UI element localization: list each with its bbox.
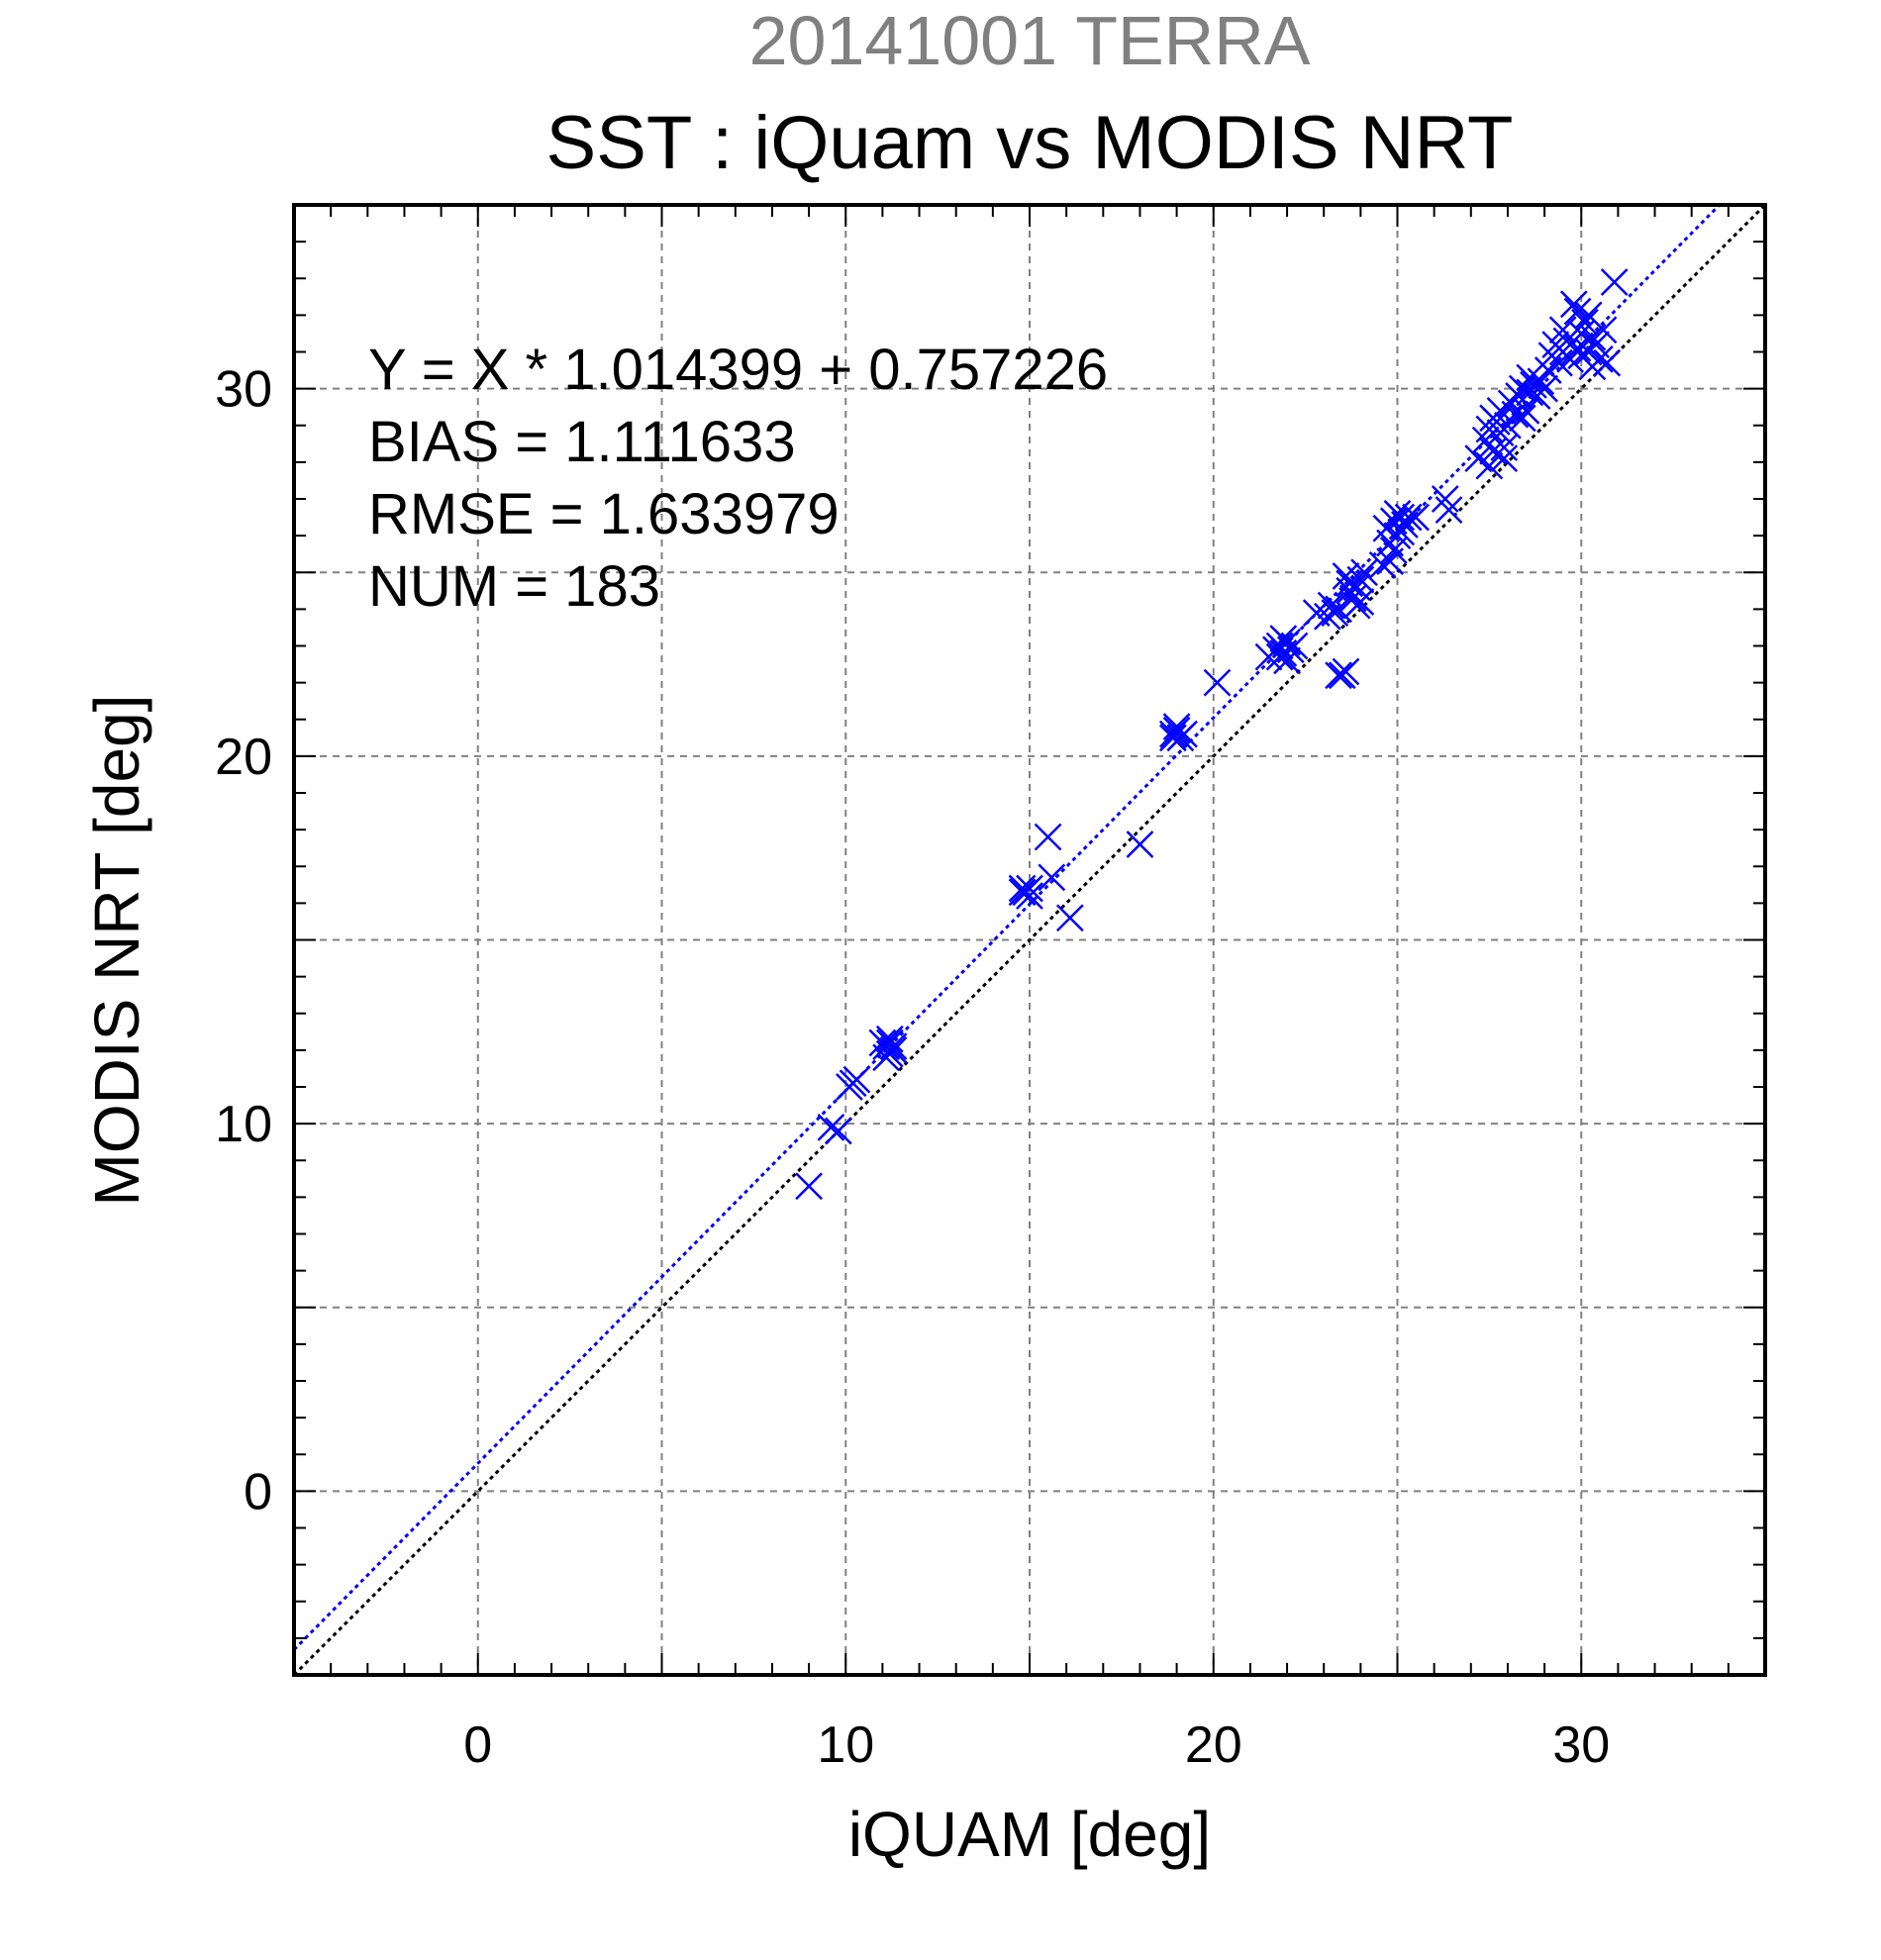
data-point bbox=[817, 1113, 845, 1141]
data-point bbox=[1162, 713, 1191, 741]
data-point bbox=[1435, 496, 1463, 525]
data-point bbox=[1350, 558, 1378, 587]
data-point bbox=[868, 1029, 897, 1057]
data-point bbox=[1325, 595, 1352, 624]
data-point bbox=[1563, 334, 1592, 362]
data-point bbox=[1508, 404, 1536, 433]
stats-bias: BIAS = 1.111633 bbox=[368, 410, 796, 474]
data-point bbox=[1159, 724, 1187, 752]
tick-labels: 0 10 20 30 0 10 20 30 bbox=[215, 361, 1610, 1774]
data-point bbox=[879, 1032, 908, 1061]
data-point bbox=[1317, 591, 1345, 620]
data-point bbox=[824, 1117, 852, 1145]
data-point bbox=[1548, 316, 1577, 344]
y-tick-label: 0 bbox=[244, 1463, 272, 1520]
y-tick-label: 10 bbox=[215, 1096, 272, 1153]
data-point bbox=[1376, 547, 1404, 575]
data-point bbox=[1332, 657, 1360, 686]
x-tick-label: 0 bbox=[463, 1716, 492, 1774]
stats-num: NUM = 183 bbox=[368, 554, 660, 619]
data-point bbox=[1203, 668, 1232, 697]
data-point bbox=[1280, 632, 1309, 660]
data-point bbox=[1346, 565, 1375, 594]
data-point bbox=[1545, 348, 1573, 377]
data-point bbox=[1055, 904, 1084, 932]
data-point bbox=[1387, 518, 1416, 546]
data-point bbox=[1265, 642, 1294, 671]
data-point bbox=[1379, 537, 1408, 564]
axis-ticks bbox=[294, 205, 1765, 1675]
data-point bbox=[1016, 874, 1043, 903]
data-point bbox=[1368, 550, 1397, 579]
data-point bbox=[1501, 400, 1530, 429]
data-point bbox=[1394, 503, 1423, 532]
x-tick-label: 20 bbox=[1185, 1716, 1242, 1774]
data-point bbox=[1431, 485, 1459, 513]
data-point bbox=[1559, 290, 1588, 319]
y-tick-label: 20 bbox=[215, 729, 272, 786]
chart-title: 20141001 TERRA bbox=[749, 2, 1311, 79]
data-point bbox=[1600, 268, 1629, 296]
data-point bbox=[1571, 308, 1599, 337]
regression-line bbox=[294, 205, 1722, 1651]
identity-line bbox=[294, 205, 1765, 1675]
data-point bbox=[1016, 882, 1043, 910]
data-point bbox=[875, 1025, 904, 1053]
data-point bbox=[836, 1073, 863, 1101]
data-points bbox=[795, 268, 1629, 1201]
data-point bbox=[1265, 632, 1294, 660]
data-point bbox=[1574, 301, 1603, 330]
data-point bbox=[1325, 661, 1352, 690]
reference-lines bbox=[294, 205, 1765, 1675]
data-point bbox=[1126, 831, 1154, 858]
y-axis-label: MODIS NRT [deg] bbox=[81, 695, 152, 1207]
data-point bbox=[1273, 646, 1301, 675]
data-point bbox=[1593, 348, 1622, 377]
data-point bbox=[1475, 451, 1504, 480]
chart-subtitle: SST : iQuam vs MODIS NRT bbox=[546, 101, 1514, 185]
data-point bbox=[795, 1172, 823, 1201]
data-point bbox=[1008, 878, 1037, 907]
data-point bbox=[1336, 569, 1364, 598]
data-point bbox=[1162, 717, 1191, 744]
y-tick-label: 30 bbox=[215, 361, 272, 419]
x-axis-label: iQUAM [deg] bbox=[848, 1799, 1211, 1870]
data-point bbox=[1512, 397, 1540, 425]
data-point bbox=[1531, 374, 1558, 403]
x-tick-label: 10 bbox=[817, 1716, 874, 1774]
data-point bbox=[1490, 444, 1519, 473]
data-point bbox=[1342, 591, 1371, 620]
data-point bbox=[1034, 823, 1062, 851]
stats-rmse: RMSE = 1.633979 bbox=[368, 482, 840, 546]
data-point bbox=[1038, 863, 1066, 892]
x-tick-label: 30 bbox=[1552, 1716, 1610, 1774]
stats-equation: Y = X * 1.014399 + 0.757226 bbox=[368, 338, 1108, 402]
data-point bbox=[1516, 363, 1544, 392]
